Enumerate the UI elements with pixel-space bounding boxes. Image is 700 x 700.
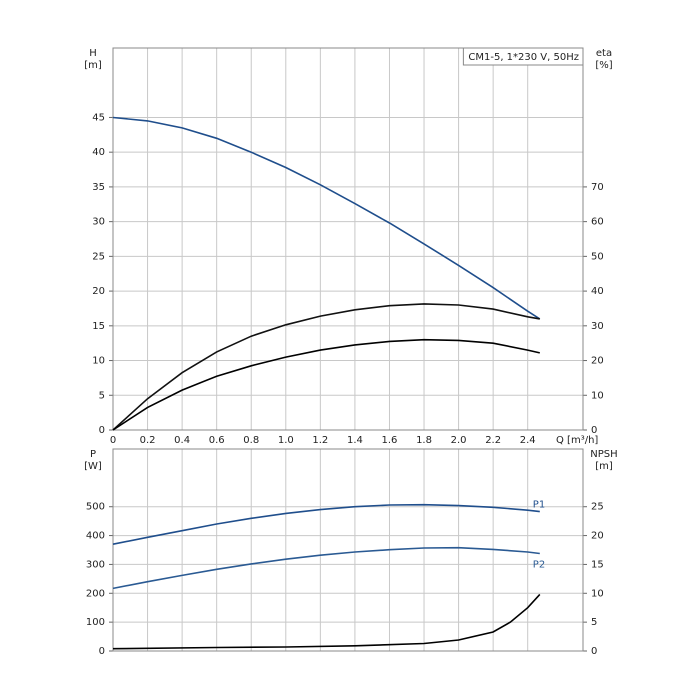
x-tick-label: 1.8 (416, 435, 432, 446)
series-line (112, 116, 541, 320)
y-tick-label: 20 (92, 286, 105, 297)
x-tick-label: 2.0 (451, 435, 467, 446)
x-tick-label: 2.4 (520, 435, 536, 446)
x-tick-label: 0.8 (243, 435, 259, 446)
y-tick-label: 25 (92, 251, 105, 262)
y2-tick-label: 0 (591, 425, 597, 436)
y2-tick-label: 10 (591, 390, 604, 401)
y2-tick-label: 20 (591, 531, 604, 542)
y-tick-label: 100 (86, 617, 105, 628)
y-tick-label: 5 (99, 390, 105, 401)
y-tick-label: 200 (86, 588, 105, 599)
series-label: P1 (533, 500, 545, 511)
plot-frame (112, 448, 584, 652)
y-tick-label: 40 (92, 147, 105, 158)
y2-tick-label: 30 (591, 321, 604, 332)
y-axis-label: [W] (84, 461, 102, 472)
y2-axis-label: [m] (595, 461, 613, 472)
y-tick-label: 35 (92, 182, 105, 193)
series-line (112, 303, 540, 431)
y2-axis-label: NPSH (590, 449, 617, 460)
y-tick-label: 30 (92, 217, 105, 228)
x-tick-label: 1.4 (347, 435, 363, 446)
y-axis-label: P (90, 449, 96, 460)
series-line (112, 593, 541, 650)
x-tick-label: 0.4 (174, 435, 190, 446)
y-tick-label: 45 (92, 112, 105, 123)
y-axis-label: H (89, 48, 97, 59)
y-tick-label: 300 (86, 559, 105, 570)
y2-tick-label: 50 (591, 251, 604, 262)
y2-axis-label: eta (596, 48, 612, 59)
series-line (112, 546, 540, 590)
title-box (462, 47, 584, 66)
x-tick-label: 0 (110, 435, 116, 446)
x-tick-label: 1.0 (278, 435, 294, 446)
y2-tick-label: 5 (591, 617, 597, 628)
y2-tick-label: 15 (591, 559, 604, 570)
y2-tick-label: 60 (591, 217, 604, 228)
y-tick-label: 0 (99, 425, 105, 436)
x-tick-label: 1.2 (312, 435, 328, 446)
x-tick-label: 0.6 (209, 435, 225, 446)
plot-frame (112, 47, 584, 431)
y-axis-label: [m] (84, 60, 102, 71)
x-tick-label: 0.2 (140, 435, 156, 446)
y2-tick-label: 25 (591, 502, 604, 513)
y2-tick-label: 10 (591, 588, 604, 599)
y2-axis-label: [%] (595, 60, 612, 71)
series-line (112, 338, 540, 431)
x-axis-label: Q [m³/h] (556, 435, 598, 446)
y-tick-label: 500 (86, 502, 105, 513)
series-line (112, 503, 540, 545)
x-tick-label: 1.6 (382, 435, 398, 446)
y2-tick-label: 0 (591, 646, 597, 657)
y-tick-label: 10 (92, 356, 105, 367)
y2-tick-label: 20 (591, 356, 604, 367)
y-tick-label: 0 (99, 646, 105, 657)
series-label: P2 (533, 559, 545, 570)
x-tick-label: 2.2 (485, 435, 501, 446)
chart-title: CM1-5, 1*230 V, 50Hz (468, 52, 579, 63)
y2-tick-label: 70 (591, 182, 604, 193)
y-tick-label: 15 (92, 321, 105, 332)
y2-tick-label: 40 (591, 286, 604, 297)
y-tick-label: 400 (86, 531, 105, 542)
